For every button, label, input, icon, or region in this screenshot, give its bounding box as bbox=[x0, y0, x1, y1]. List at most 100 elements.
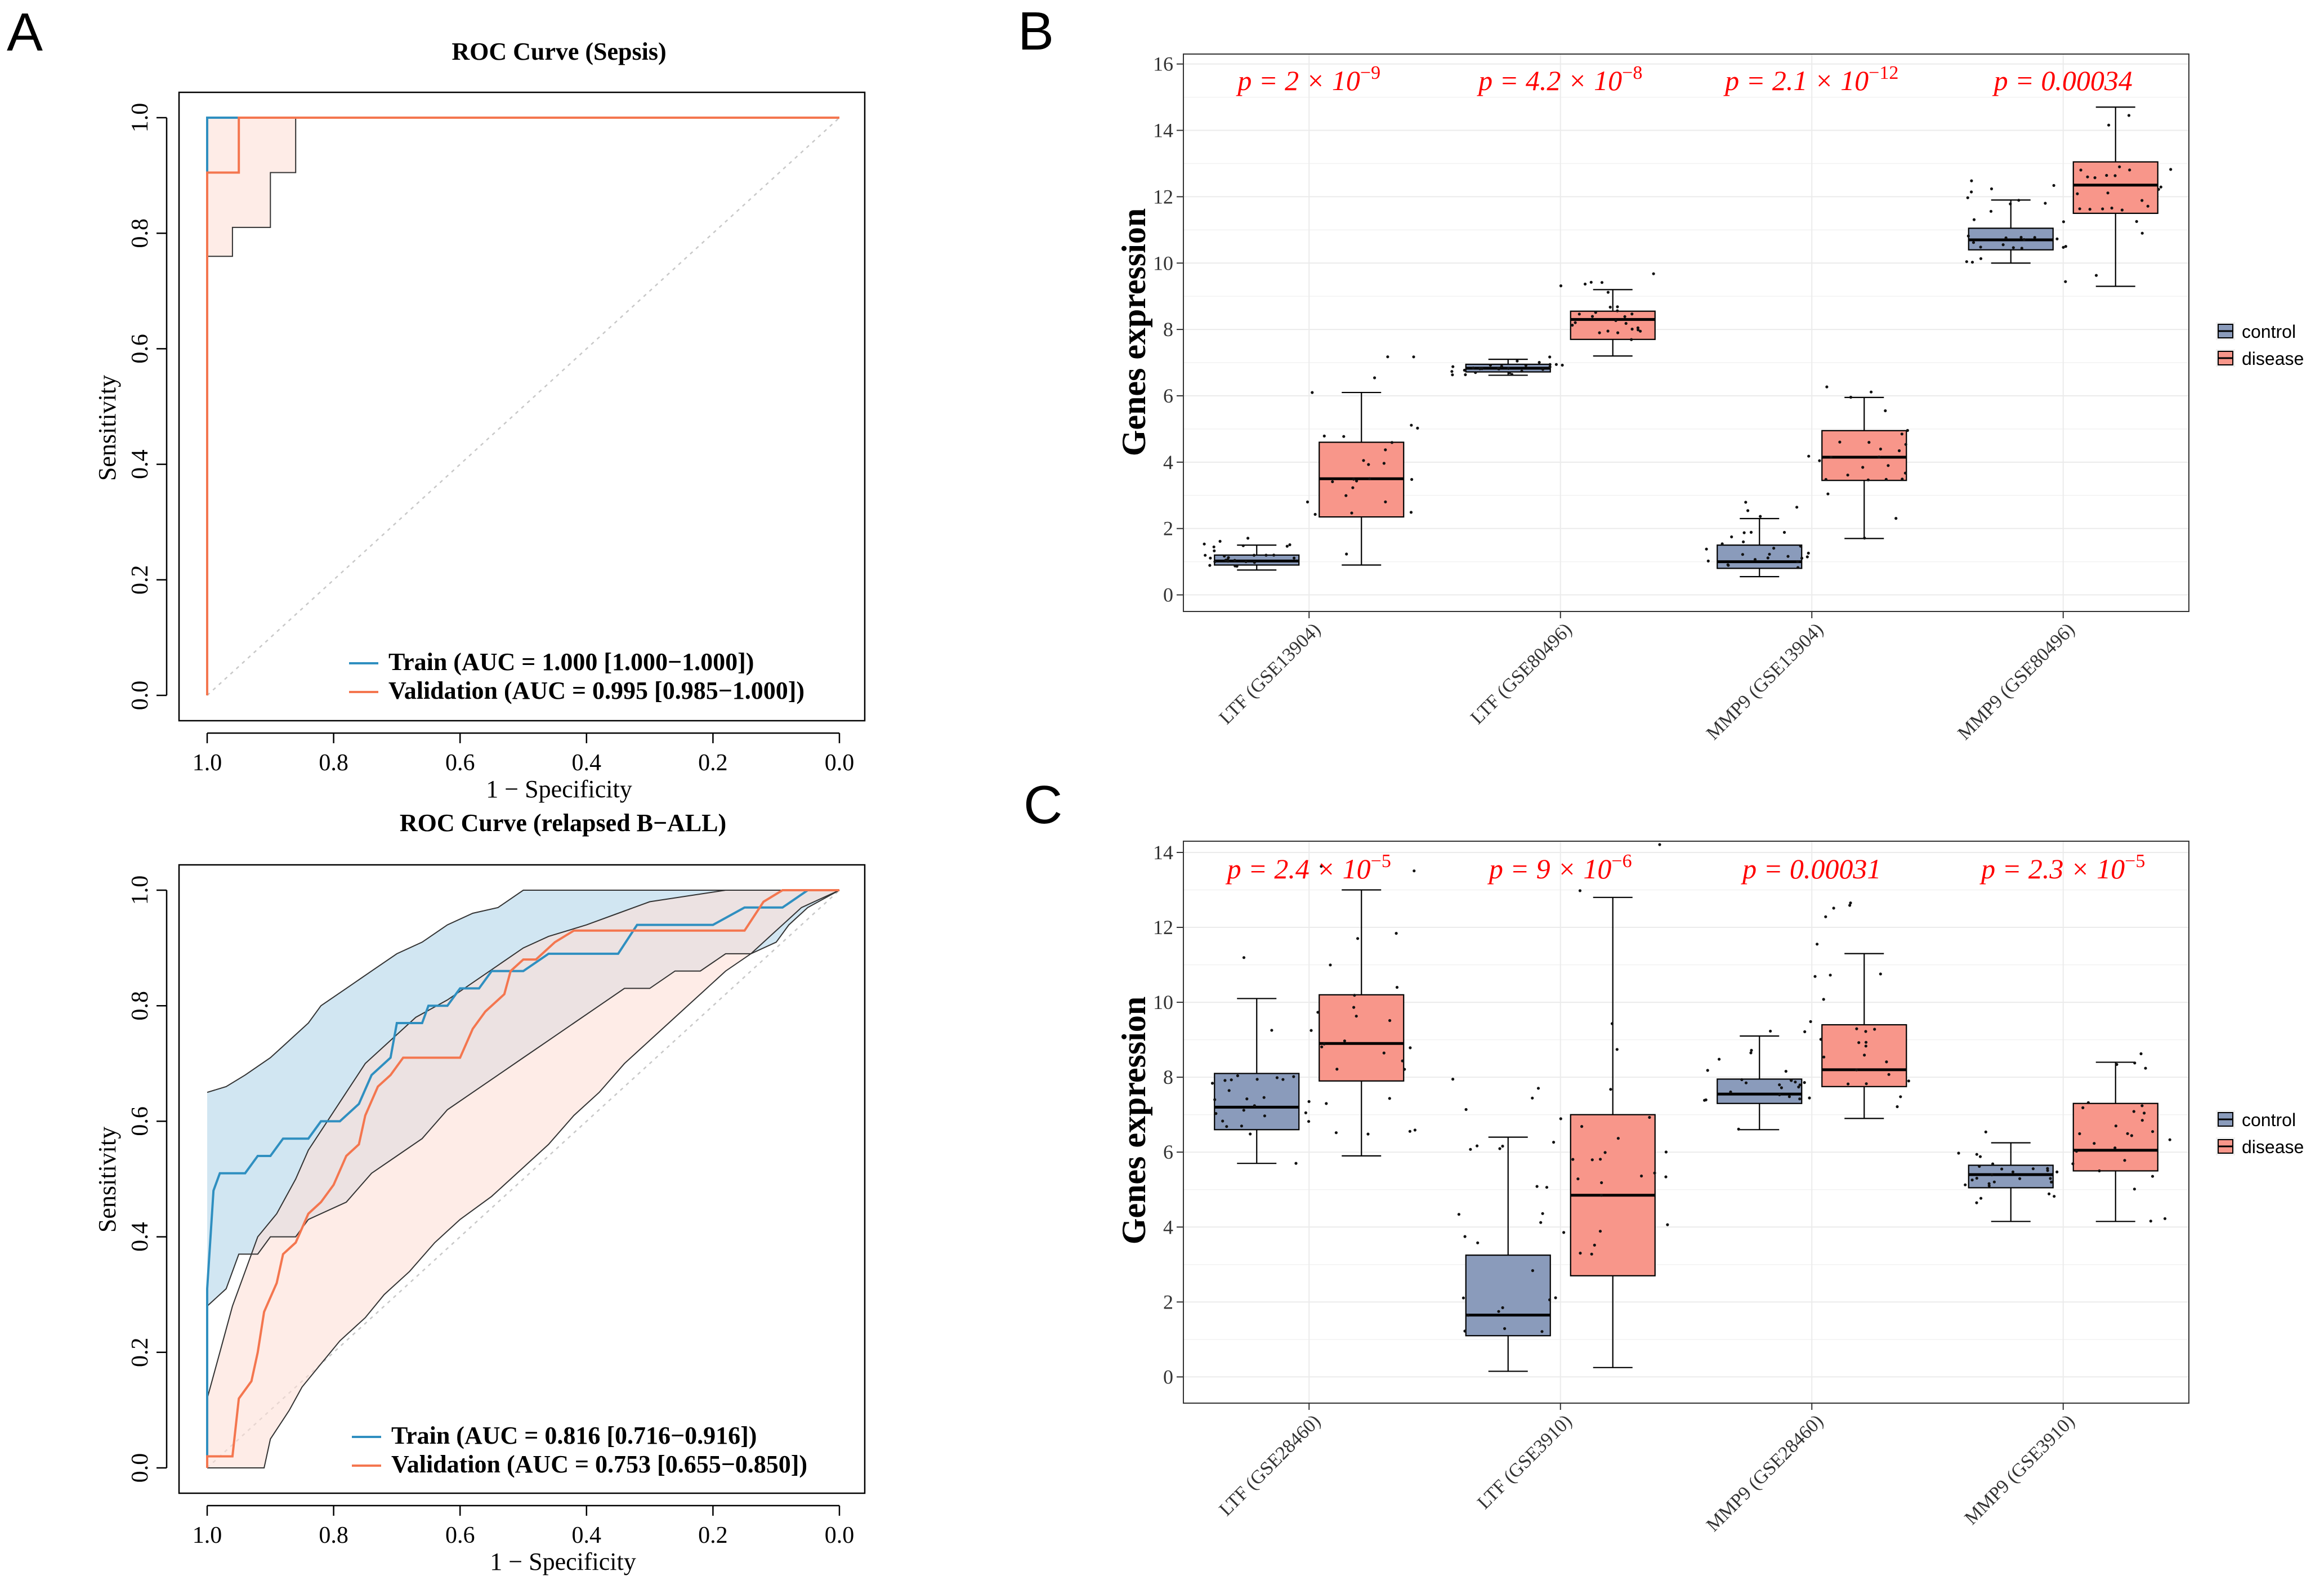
x-category-label: LTF (GSE13904) bbox=[1215, 619, 1325, 728]
y-tick-label: 14 bbox=[1153, 841, 1173, 864]
jitter-point bbox=[1382, 1051, 1386, 1055]
jitter-point bbox=[1409, 511, 1413, 514]
jitter-point bbox=[2017, 199, 2021, 202]
jitter-point bbox=[2062, 220, 2065, 224]
jitter-point bbox=[2127, 114, 2131, 117]
jitter-point bbox=[1242, 956, 1246, 959]
jitter-point bbox=[1964, 1183, 1967, 1186]
jitter-point bbox=[1559, 1117, 1562, 1120]
jitter-point bbox=[1897, 449, 1901, 453]
jitter-point bbox=[2075, 1150, 2078, 1153]
jitter-point bbox=[1342, 435, 1346, 438]
p-value-base: p = 2.4 × 10 bbox=[1226, 853, 1371, 885]
jitter-point bbox=[1410, 477, 1414, 481]
jitter-point bbox=[1227, 1089, 1231, 1092]
jitter-point bbox=[1451, 373, 1454, 377]
jitter-point bbox=[1746, 509, 1750, 512]
jitter-point bbox=[1879, 972, 1882, 976]
jitter-point bbox=[1548, 1298, 1552, 1302]
jitter-point bbox=[2052, 184, 2055, 187]
jitter-point bbox=[1382, 462, 1386, 465]
jitter-point bbox=[1463, 368, 1466, 372]
jitter-point bbox=[1741, 553, 1744, 556]
jitter-point bbox=[1571, 323, 1574, 327]
x-tick-label: 0.2 bbox=[698, 750, 728, 776]
jitter-point bbox=[1857, 1041, 1861, 1044]
jitter-point bbox=[2079, 168, 2082, 172]
box-disease bbox=[1821, 430, 1907, 481]
jitter-point bbox=[1978, 1155, 1982, 1158]
p-value-base: p = 0.00031 bbox=[1741, 853, 1881, 885]
jitter-point bbox=[1464, 1108, 1468, 1111]
jitter-point bbox=[1718, 1057, 1721, 1061]
ci-band-validation bbox=[207, 118, 839, 257]
jitter-point bbox=[1991, 1162, 1995, 1166]
jitter-point bbox=[1896, 1105, 1899, 1109]
jitter-point bbox=[1307, 1120, 1311, 1123]
jitter-point bbox=[1616, 331, 1620, 334]
jitter-point bbox=[1799, 544, 1802, 548]
y-tick-label: 0 bbox=[1163, 1365, 1173, 1388]
jitter-point bbox=[1476, 1144, 1479, 1148]
jitter-point bbox=[1825, 385, 1829, 389]
jitter-point bbox=[1979, 245, 1982, 249]
jitter-point bbox=[2093, 176, 2097, 180]
p-value-exponent: −9 bbox=[1360, 62, 1380, 83]
jitter-point bbox=[1403, 1068, 1406, 1071]
jitter-point bbox=[1235, 565, 1239, 568]
y-axis-label: Genes expression bbox=[1115, 208, 1152, 457]
jitter-point bbox=[2114, 1124, 2117, 1128]
jitter-point bbox=[1253, 561, 1256, 564]
jitter-point bbox=[1395, 985, 1399, 989]
jitter-point bbox=[1778, 1083, 1781, 1087]
jitter-point bbox=[2123, 1159, 2126, 1162]
jitter-point bbox=[1829, 974, 1832, 977]
jitter-point bbox=[1970, 1178, 1974, 1182]
jitter-point bbox=[1320, 1045, 1324, 1048]
jitter-point bbox=[2018, 1177, 2022, 1180]
chance-diagonal bbox=[207, 117, 840, 696]
jitter-point bbox=[1639, 329, 1642, 333]
jitter-point bbox=[1580, 1125, 1584, 1128]
p-value-exponent: −8 bbox=[1622, 62, 1642, 83]
jitter-point bbox=[1822, 1055, 1826, 1059]
jitter-point bbox=[2078, 207, 2081, 211]
jitter-point bbox=[2113, 174, 2117, 177]
jitter-point bbox=[1599, 1194, 1603, 1197]
jitter-point bbox=[1598, 331, 1601, 334]
jitter-point bbox=[1395, 932, 1398, 935]
jitter-point bbox=[2000, 1167, 2004, 1171]
jitter-point bbox=[2004, 236, 2008, 240]
jitter-point bbox=[1249, 1132, 1252, 1136]
jitter-point bbox=[1987, 1184, 1991, 1187]
jitter-point bbox=[1658, 843, 1661, 846]
jitter-point bbox=[2140, 199, 2144, 202]
y-tick-label: 0.0 bbox=[127, 681, 153, 711]
jitter-point bbox=[1903, 471, 1907, 475]
y-tick-label: 0.6 bbox=[127, 1106, 153, 1136]
jitter-point bbox=[1240, 1124, 1243, 1128]
jitter-point bbox=[2105, 173, 2108, 177]
box-control bbox=[1214, 1073, 1300, 1131]
jitter-point bbox=[1548, 355, 1552, 359]
jitter-point bbox=[1467, 1314, 1470, 1317]
y-tick-label: 2 bbox=[1163, 517, 1173, 540]
jitter-point bbox=[1212, 545, 1215, 548]
ci-upper-validation bbox=[207, 890, 839, 1399]
jitter-point bbox=[2101, 207, 2104, 211]
jitter-point bbox=[1236, 1074, 1239, 1078]
jitter-point bbox=[1451, 365, 1455, 368]
x-tick-label: 0.0 bbox=[825, 1523, 855, 1548]
plot-frame bbox=[178, 91, 866, 722]
jitter-point bbox=[1226, 558, 1229, 561]
jitter-point bbox=[1652, 272, 1655, 275]
jitter-point bbox=[1744, 1081, 1748, 1084]
panel-label-a: A bbox=[7, 2, 43, 62]
jitter-point bbox=[1742, 531, 1746, 534]
jitter-point bbox=[1252, 553, 1256, 557]
jitter-point bbox=[1496, 367, 1500, 370]
jitter-point bbox=[1899, 1095, 1902, 1099]
jitter-point bbox=[1388, 1097, 1391, 1100]
jitter-point bbox=[1531, 1096, 1534, 1100]
jitter-point bbox=[2093, 1142, 2096, 1145]
